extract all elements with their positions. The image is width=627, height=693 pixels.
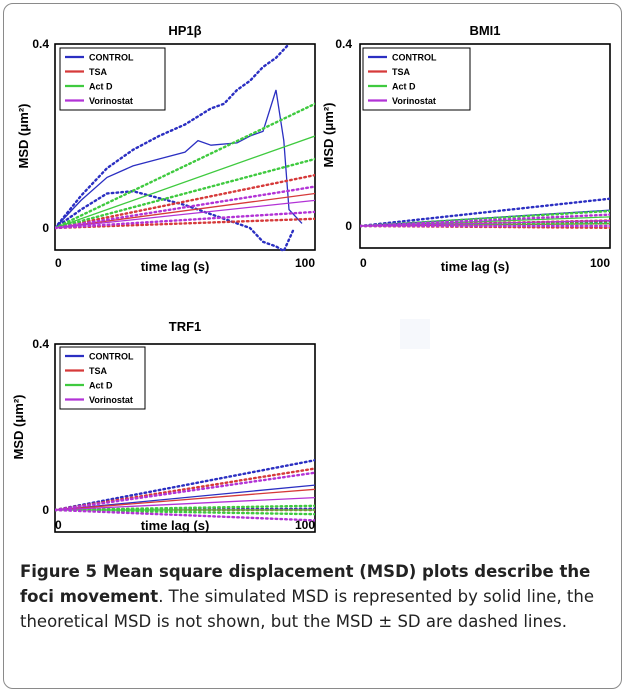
legend: CONTROL TSA Act D Vorinostat — [362, 47, 471, 111]
series-line-act-d-dashed — [55, 157, 315, 230]
chart-title: HP1β — [168, 23, 201, 38]
series-line-tsa-solid — [55, 488, 315, 511]
legend-label-vorinostat: Vorinostat — [89, 395, 133, 405]
series-line-control-dashed — [55, 189, 296, 253]
legend-label-tsa: TSA — [392, 67, 411, 77]
series-line-control-dashed — [360, 197, 610, 228]
x-tick-label: 100 — [590, 256, 610, 270]
x-axis-label: time lag (s) — [141, 259, 210, 274]
chart-trf1: TRF1 0 0.4 0 100 time lag (s) MSD (μm²) CONTROL… — [11, 319, 316, 533]
series-line-vorinostat-dashed — [55, 508, 315, 522]
y-tick-label: 0.4 — [335, 37, 352, 51]
series-line-control-dashed — [55, 458, 315, 512]
legend: CONTROL TSA Act D Vorinostat — [59, 346, 146, 410]
chart-title: BMI1 — [469, 23, 500, 38]
chart-title: TRF1 — [169, 319, 202, 334]
legend-label-tsa: TSA — [89, 67, 108, 77]
chart-hp1b: HP1β 0 0.4 0 100 time lag (s) MSD (μm²) CONTROL… — [16, 23, 316, 274]
x-tick-label: 0 — [360, 256, 367, 270]
series-line-control-solid — [55, 484, 315, 511]
series-line-vorinostat-dashed — [55, 210, 315, 230]
legend-label-control: CONTROL — [392, 53, 437, 63]
x-tick-label: 100 — [295, 256, 315, 270]
figure-frame: Figure 5 Mean square displacement (MSD) … — [3, 3, 622, 689]
y-tick-label: 0.4 — [32, 37, 49, 51]
y-tick-label: 0 — [42, 503, 49, 517]
series-line-vorinostat-solid — [360, 219, 610, 227]
series-line-vorinostat-solid — [55, 496, 315, 511]
series-line-act-d-dashed — [360, 209, 610, 228]
blank-square — [400, 319, 430, 349]
series-line-act-d-dashed — [360, 222, 610, 228]
x-tick-label: 0 — [55, 518, 62, 532]
caption-rest: . The simulated MSD is represented by so… — [20, 587, 595, 631]
x-axis-label: time lag (s) — [141, 518, 210, 533]
legend-label-vorinostat: Vorinostat — [392, 96, 436, 106]
plot-frame — [359, 43, 611, 249]
x-tick-label: 100 — [295, 518, 315, 532]
legend-label-control: CONTROL — [89, 53, 134, 63]
x-tick-label: 0 — [55, 256, 62, 270]
legend-label-vorinostat: Vorinostat — [89, 96, 133, 106]
legend-label-tsa: TSA — [89, 366, 108, 376]
series-line-act-d-dashed — [55, 102, 315, 230]
legend-label-act-d: Act D — [89, 381, 113, 391]
chart-bmi1: BMI1 0 0.4 0 100 time lag (s) MSD (μm²) CONTROL… — [321, 23, 611, 274]
plot-frame — [54, 43, 316, 251]
series-line-act-d-dashed — [55, 504, 315, 512]
legend: CONTROL TSA Act D Vorinostat — [59, 47, 166, 111]
figure-caption: Figure 5 Mean square displacement (MSD) … — [20, 559, 614, 634]
series-line-vorinostat-dashed — [55, 471, 315, 512]
y-tick-label: 0 — [42, 221, 49, 235]
legend-label-act-d: Act D — [89, 82, 113, 92]
series-line-control-dashed — [55, 42, 291, 230]
plot-frame — [54, 343, 316, 533]
y-tick-label: 0.4 — [32, 337, 49, 351]
series-line-control-solid — [55, 89, 303, 229]
series-line-vorinostat-dashed — [360, 213, 610, 228]
series-line-vorinostat-solid — [55, 199, 315, 229]
legend-label-control: CONTROL — [89, 352, 134, 362]
caption-bold: Figure 5 Mean square displacement (MSD) … — [20, 562, 591, 606]
series-line-tsa-dashed — [55, 173, 315, 230]
y-axis-label: MSD (μm²) — [321, 103, 336, 168]
legend-label-act-d: Act D — [392, 82, 416, 92]
series-line-vorinostat-dashed — [55, 185, 315, 230]
y-axis-label: MSD (μm²) — [11, 395, 26, 460]
x-axis-label: time lag (s) — [441, 259, 510, 274]
y-axis-label: MSD (μm²) — [16, 104, 31, 169]
series-line-act-d-solid — [55, 135, 315, 229]
y-tick-label: 0 — [345, 219, 352, 233]
